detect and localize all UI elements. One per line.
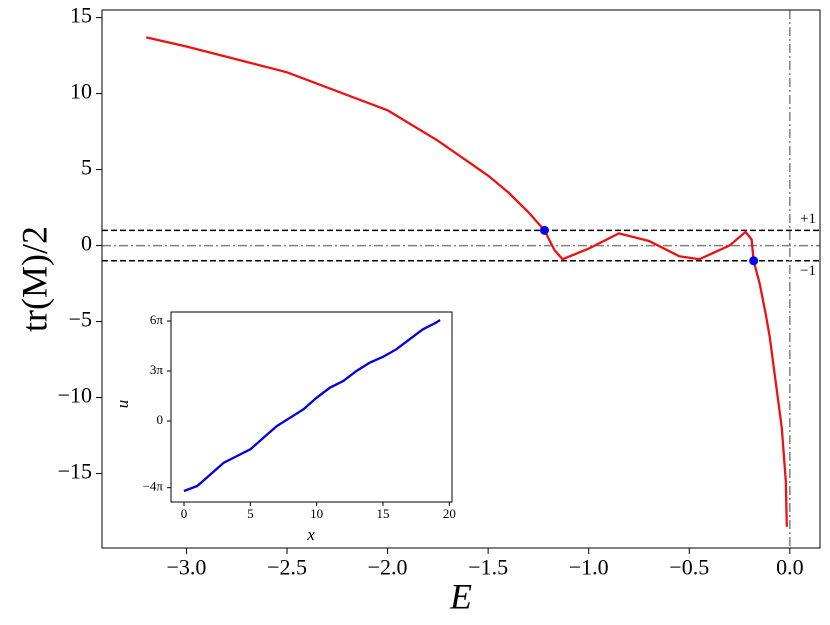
y-tick-label: 15 [70, 3, 92, 28]
x-tick-label: −0.5 [669, 554, 709, 579]
reference-label: +1 [800, 211, 816, 227]
x-axis-label: x [306, 525, 315, 544]
y-tick-label: 6π [150, 312, 164, 327]
x-tick-label: −1.0 [569, 554, 609, 579]
marker [749, 256, 759, 266]
marker [539, 225, 549, 235]
x-tick-label: 0 [181, 506, 188, 521]
x-tick-label: 15 [377, 506, 390, 521]
axes-frame [101, 9, 821, 549]
y-axis-label: tr(M)/2 [14, 226, 54, 332]
x-tick-label: 10 [310, 506, 323, 521]
y-tick-label: −10 [58, 383, 92, 408]
x-axis-label: E [449, 576, 472, 616]
x-tick-label: 20 [443, 506, 456, 521]
x-tick-label: 5 [247, 506, 254, 521]
data-line [183, 319, 441, 493]
axes: +1 −1 −3.0 −2.5 −2.0 −1.5 −1.0 −0.5 0.0 15 10 5 0 −5 −… [14, 3, 821, 616]
y-tick-label: 10 [70, 79, 92, 104]
x-tick-label: 0.0 [776, 554, 804, 579]
axes: 0 5 10 15 20 −4π 0 3π 6π x u [113, 311, 456, 544]
x-tick-label: −3.0 [167, 554, 207, 579]
y-tick-label: −4π [143, 479, 164, 494]
y-tick-label: −5 [69, 307, 92, 332]
y-tick-label: 3π [150, 362, 164, 377]
x-tick-label: −2.0 [368, 554, 408, 579]
y-tick-label: 0 [81, 231, 92, 256]
reference-label: −1 [800, 263, 816, 279]
data-line [145, 36, 788, 527]
axes-frame [170, 311, 453, 503]
y-axis-label: u [113, 400, 132, 409]
y-tick-label: −15 [58, 459, 92, 484]
y-tick-label: 5 [81, 155, 92, 180]
x-tick-label: −1.5 [468, 554, 508, 579]
y-tick-label: 0 [157, 412, 164, 427]
x-tick-label: −2.5 [267, 554, 307, 579]
